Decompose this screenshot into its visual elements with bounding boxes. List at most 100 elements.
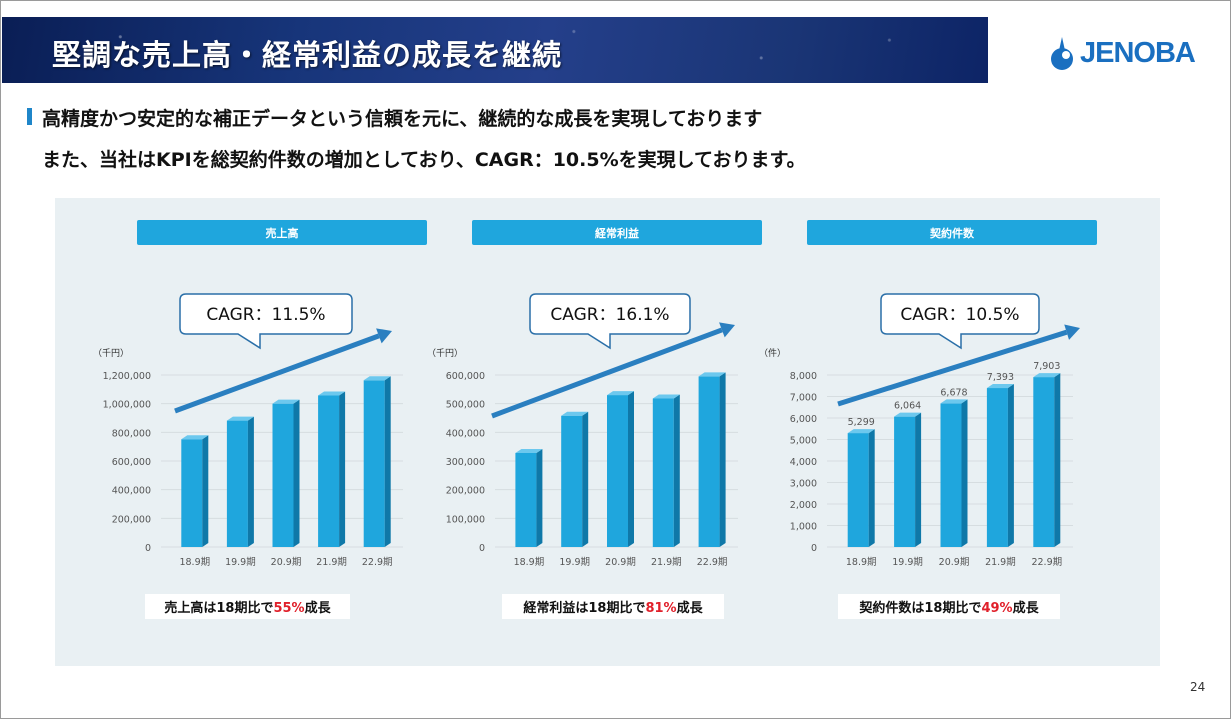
y-tick-label: 0 xyxy=(479,543,485,554)
growth-note-box xyxy=(502,594,724,619)
bar-top xyxy=(515,448,543,453)
cagr-label: CAGR：16.1% xyxy=(550,305,669,325)
x-tick-label: 21.9期 xyxy=(985,557,1016,568)
bar-top xyxy=(986,384,1014,389)
bar-top xyxy=(561,411,589,416)
y-tick-label: 300,000 xyxy=(446,457,485,468)
cagr-callout xyxy=(529,293,691,350)
bar-top xyxy=(272,399,300,404)
bar xyxy=(363,380,385,547)
trend-arrow-head xyxy=(376,328,392,344)
bar xyxy=(272,403,294,547)
bar-side xyxy=(293,399,300,547)
bar-side xyxy=(628,391,634,547)
data-label: 6,064 xyxy=(894,401,921,412)
y-tick-label: 0 xyxy=(145,543,151,554)
growth-note: 契約件数は18期比で49%成長 xyxy=(858,600,1039,616)
bar-side xyxy=(582,411,589,547)
cagr-callout xyxy=(880,293,1040,350)
growth-note-post: 成長 xyxy=(305,600,332,616)
x-tick-label: 21.9期 xyxy=(651,557,682,568)
x-tick-label: 20.9期 xyxy=(605,557,636,568)
bar xyxy=(847,433,869,547)
growth-note-pct: 55% xyxy=(273,601,304,616)
subtitle-line-1: 高精度かつ安定的な補正データという信頼を元に、継続的な成長を実現しております xyxy=(42,108,763,130)
unit-label: （千円） xyxy=(427,348,463,359)
bar-top xyxy=(940,399,968,404)
chart-2: 経常利益 （千円） 0 100,000 200,000 300,000 400,000 500… xyxy=(427,220,762,619)
y-tick-label: 600,000 xyxy=(112,457,151,468)
unit-label: （件） xyxy=(759,347,786,359)
y-tick-label: 7,000 xyxy=(790,393,817,404)
bar xyxy=(652,398,674,547)
y-tick-label: 5,000 xyxy=(790,436,817,447)
bar-top xyxy=(652,394,680,399)
bar-side xyxy=(247,416,254,547)
trend-arrow-head xyxy=(719,322,735,338)
bar xyxy=(318,395,340,547)
y-tick-label: 100,000 xyxy=(446,514,485,525)
subtitle-line-2: また、当社はKPIを総契約件数の増加としており、CAGR：10.5%を実現してお… xyxy=(42,149,806,171)
bar-top xyxy=(1033,373,1061,378)
chart-header xyxy=(137,220,427,245)
cagr-label: CAGR：10.5% xyxy=(900,305,1019,325)
growth-note-pre: 経常利益は18期比で xyxy=(523,600,645,616)
cagr-callout xyxy=(179,293,353,350)
y-tick-label: 0 xyxy=(811,543,817,554)
growth-note-box xyxy=(838,594,1060,619)
bar-top xyxy=(698,372,726,377)
bar xyxy=(986,388,1008,547)
data-label: 7,393 xyxy=(987,372,1014,383)
y-tick-label: 1,000 xyxy=(790,522,817,533)
growth-note-box xyxy=(145,594,350,619)
x-tick-label: 19.9期 xyxy=(892,557,923,568)
bar xyxy=(181,439,203,547)
page-title: 堅調な売上高・経常利益の成長を継続 xyxy=(52,38,563,72)
chart-header xyxy=(807,220,1097,245)
bar-top xyxy=(847,429,875,434)
bar-side xyxy=(536,448,543,547)
bar-side xyxy=(1007,384,1014,547)
title-band: 堅調な売上高・経常利益の成長を継続 xyxy=(2,17,988,83)
bar xyxy=(561,415,583,547)
bar-top xyxy=(318,391,346,396)
growth-note-pre: 契約件数は18期比で xyxy=(858,600,981,616)
bar xyxy=(226,420,248,547)
data-label: 6,678 xyxy=(940,387,967,398)
growth-note: 売上高は18期比で55%成長 xyxy=(164,600,331,616)
chart-title: 売上高 xyxy=(266,226,299,240)
bar xyxy=(607,395,628,547)
x-tick-label: 22.9期 xyxy=(697,557,728,568)
growth-note-pct: 81% xyxy=(645,601,676,616)
y-tick-label: 600,000 xyxy=(446,371,485,382)
bar-top xyxy=(181,435,209,440)
x-tick-label: 20.9期 xyxy=(271,557,302,568)
chart-title: 経常利益 xyxy=(595,226,639,240)
x-tick-label: 19.9期 xyxy=(559,557,590,568)
page-number: 24 xyxy=(1190,680,1206,694)
unit-label: （千円） xyxy=(93,348,129,359)
bar-top xyxy=(226,416,254,421)
trend-arrow-line xyxy=(491,327,723,419)
bar-side xyxy=(915,412,922,547)
x-tick-label: 20.9期 xyxy=(939,557,970,568)
chart-title: 契約件数 xyxy=(929,226,975,240)
y-tick-label: 400,000 xyxy=(112,486,151,497)
chart-3: 契約件数 （件） 0 1,000 2,000 3,000 4,000 5,000 6,000 7,… xyxy=(759,220,1097,619)
x-tick-label: 22.9期 xyxy=(362,557,393,568)
x-tick-label: 18.9期 xyxy=(846,557,877,568)
y-tick-label: 400,000 xyxy=(446,428,485,439)
y-tick-label: 200,000 xyxy=(446,486,485,497)
growth-note: 経常利益は18期比で81%成長 xyxy=(523,600,703,616)
chart-header xyxy=(472,220,762,245)
y-tick-label: 500,000 xyxy=(446,400,485,411)
x-tick-label: 21.9期 xyxy=(316,557,347,568)
bar xyxy=(698,376,720,547)
trend-arrow-head xyxy=(1064,324,1080,340)
bar-side xyxy=(384,376,391,547)
bar xyxy=(940,403,962,547)
y-tick-label: 4,000 xyxy=(790,457,817,468)
y-tick-label: 2,000 xyxy=(790,500,817,511)
chart-1: 売上高 （千円） 0 200,000 400,000 600,000 800,000 1,00… xyxy=(93,220,427,619)
y-tick-label: 3,000 xyxy=(790,479,817,490)
